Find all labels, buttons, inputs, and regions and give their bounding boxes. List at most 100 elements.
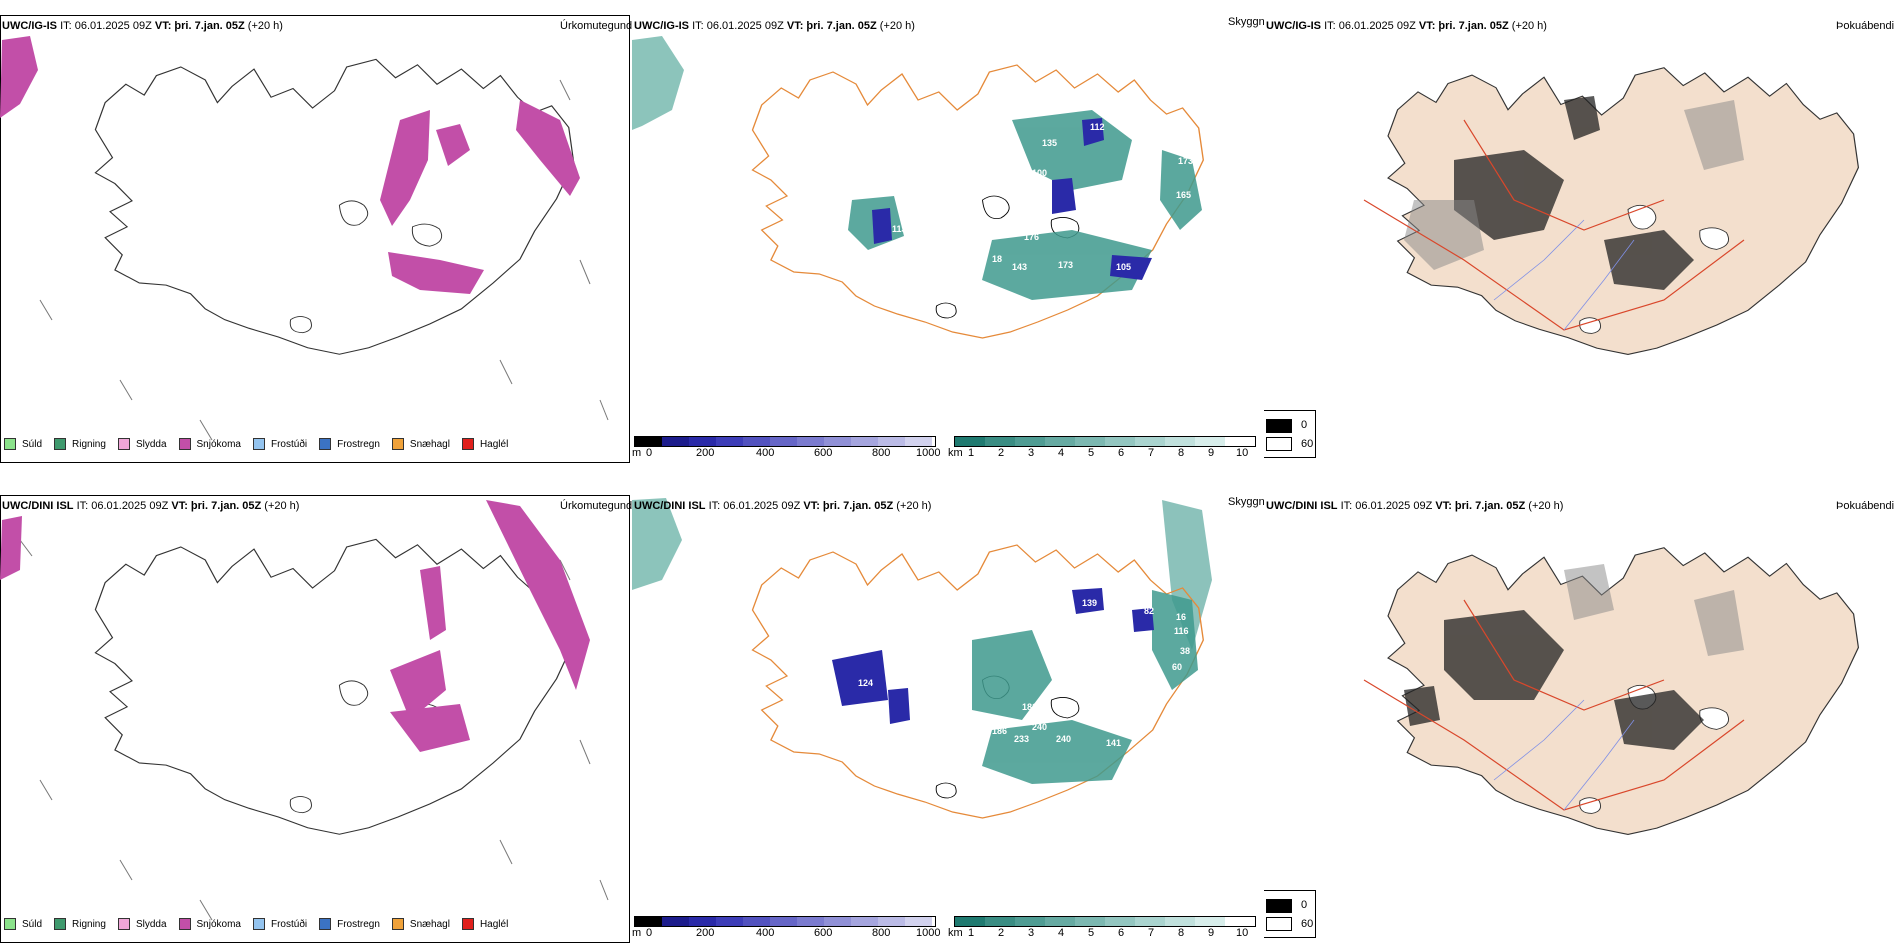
rivers [1493,699,1635,811]
fog-dark-areas [1454,96,1694,290]
legend-item-hail: Haglél [461,438,508,450]
legend-item-drizzle: Súld [4,918,42,930]
low-ceiling-areas [872,118,1152,280]
precip-map [0,36,609,441]
legend-item-snow-pellets: Snæhagl [391,438,450,450]
init-time: IT: 06.01.2025 09Z [708,500,801,512]
valid-time: þri. 7.jan. 05Z [806,20,877,32]
svg-text:186: 186 [992,726,1007,736]
model-name: UWC/IG-IS [2,20,57,32]
snow-areas [0,36,580,294]
cloud-base-labels: 112 135 100 85 133 176 131 143 173 105 1… [872,122,1217,272]
svg-text:124: 124 [858,678,873,688]
svg-text:116: 116 [1174,626,1189,636]
svg-text:46: 46 [1138,722,1148,732]
legend-item-freezing-drizzle: Frostúði [252,918,307,930]
svg-text:173: 173 [1178,156,1193,166]
ceiling-unit: m [632,927,642,939]
model-row-dini-isl: UWC/DINI ISL IT: 06.01.2025 09Z VT: þri.… [0,480,1900,950]
visibility-map: 112 135 100 85 133 176 131 143 173 105 1… [632,36,1217,339]
legend-item-freezing-rain: Frostregn [319,438,380,450]
svg-text:38: 38 [1180,646,1190,656]
ceiling-colorbar: m 0 200 400 600 800 1000 [632,916,940,941]
fog-map [1363,67,1860,355]
valid-time: þri. 7.jan. 05Z [1438,20,1509,32]
svg-text:143: 143 [1012,262,1027,272]
fog-indicator-panel: UWC/IG-IS IT: 06.01.2025 09Z VT: þri. 7.… [1264,0,1900,470]
fog-mid-areas [1564,564,1744,656]
fog-indicator-panel: UWC/DINI ISL IT: 06.01.2025 09Z VT: þri.… [1264,480,1900,950]
visibility-colorbar: km 1 2 3 4 5 6 7 8 9 10 [948,916,1256,941]
valid-time: þri. 7.jan. 05Z [190,500,262,512]
valid-time-label: VT: [154,20,172,32]
svg-text:165: 165 [1176,190,1191,200]
svg-text:133: 133 [1092,214,1107,224]
lead-time: (+20 h) [247,20,283,32]
init-time: IT: 06.01.2025 09Z [60,20,152,32]
low-visibility-areas [972,590,1198,784]
fog-header: UWC/DINI ISL IT: 06.01.2025 09Z VT: þri.… [1266,500,1563,512]
fog-legend: 0 60 [1264,410,1316,458]
precip-header: UWC/IG-IS IT: 06.01.2025 09Z VT: þri. 7.… [2,20,283,32]
visibility-map: 139 108 143 181 240 233 240 186 187 82 1… [632,498,1212,819]
legend-item-sleet: Slydda [117,438,167,450]
lead-time: (+20 h) [896,500,932,512]
valid-time-label: VT: [1435,500,1452,512]
init-time: IT: 06.01.2025 09Z [692,20,784,32]
svg-text:139: 139 [1082,598,1097,608]
svg-text:100: 100 [1032,168,1047,178]
svg-text:18: 18 [992,254,1002,264]
visibility-header: UWC/DINI ISL IT: 06.01.2025 09Z VT: þri.… [634,500,931,512]
svg-text:82: 82 [1144,606,1154,616]
lead-time: (+20 h) [264,500,300,512]
cloud-base-labels: 139 108 143 181 240 233 240 186 187 82 1… [858,598,1190,748]
svg-text:187: 187 [950,712,965,722]
snow-areas [0,500,590,752]
precip-legend: Súld Rigning Slydda Snjókoma Frostúði Fr… [4,438,520,450]
svg-text:108: 108 [1042,632,1057,642]
valid-time: þri. 7.jan. 05Z [822,500,894,512]
model-name: UWC/DINI ISL [2,500,74,512]
fog-panel-title: Þokuábendi [1836,500,1895,512]
precip-header: UWC/DINI ISL IT: 06.01.2025 09Z VT: þri.… [2,500,299,512]
svg-text:240: 240 [1056,734,1071,744]
ceiling-unit: m [632,447,642,459]
model-name: UWC/IG-IS [1266,20,1321,32]
model-row-ig-is: UWC/IG-IS IT: 06.01.2025 09Z VT: þri. 7.… [0,0,1900,470]
precip-map [0,500,609,921]
low-ceiling-areas [832,588,1154,724]
legend-item-drizzle: Súld [4,438,42,450]
legend-item-hail: Haglél [461,918,508,930]
legend-item-freezing-rain: Frostregn [319,918,380,930]
precip-legend: Súld Rigning Slydda Snjókoma Frostúði Fr… [4,918,520,930]
valid-time-label: VT: [803,500,820,512]
model-name: UWC/DINI ISL [1266,500,1338,512]
precip-panel-title: Úrkomutegund [560,20,632,32]
lead-time: (+20 h) [879,20,915,32]
legend-item-rain: Rigning [54,918,106,930]
init-time: IT: 06.01.2025 09Z [76,500,169,512]
model-name: UWC/IG-IS [634,20,689,32]
lead-time: (+20 h) [1528,500,1564,512]
legend-item-snow: Snjókoma [178,438,241,450]
legend-item-freezing-drizzle: Frostúði [252,438,307,450]
svg-text:131: 131 [992,220,1007,230]
precip-type-panel: UWC/IG-IS IT: 06.01.2025 09Z VT: þri. 7.… [0,0,632,470]
svg-text:233: 233 [1014,734,1029,744]
valid-time-label: VT: [171,500,188,512]
svg-text:135: 135 [1042,138,1057,148]
lead-time: (+20 h) [1511,20,1547,32]
precip-type-panel: UWC/DINI ISL IT: 06.01.2025 09Z VT: þri.… [0,480,632,950]
svg-text:150: 150 [1202,182,1217,192]
svg-text:181: 181 [1022,702,1037,712]
legend-item-snow: Snjókoma [178,918,241,930]
visibility-panel-title: Skyggni [1228,16,1264,28]
visibility-panel: 139 108 143 181 240 233 240 186 187 82 1… [632,480,1264,950]
visibility-colorbar: km 1 2 3 4 5 6 7 8 9 10 [948,436,1256,461]
precip-panel-title: Úrkomutegund [560,500,632,512]
ceiling-colorbar: m 0 200 400 600 800 1000 [632,436,940,461]
svg-text:140: 140 [872,262,887,272]
visibility-panel: 112 135 100 85 133 176 131 143 173 105 1… [632,0,1264,470]
valid-time-label: VT: [1418,20,1436,32]
svg-text:85: 85 [1040,212,1050,222]
